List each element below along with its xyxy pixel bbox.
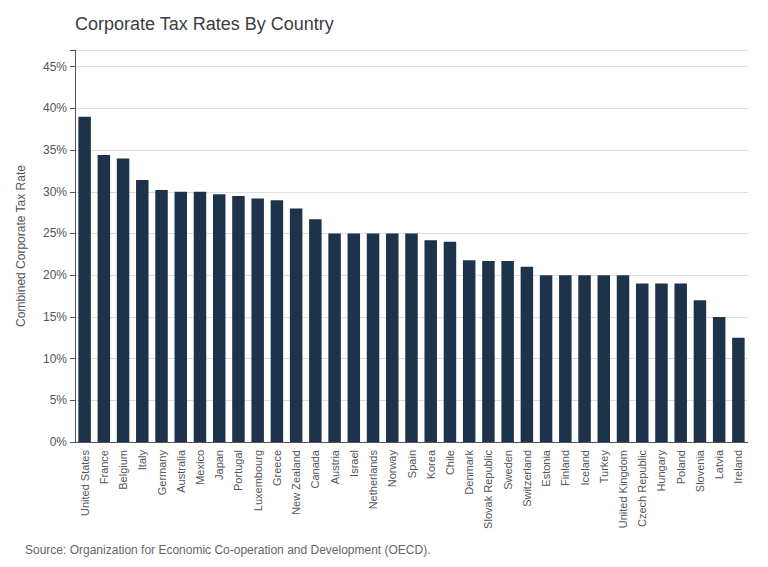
svg-text:15%: 15% bbox=[43, 310, 67, 324]
svg-text:Germany: Germany bbox=[156, 450, 168, 496]
svg-text:New Zealand: New Zealand bbox=[290, 450, 302, 515]
svg-text:30%: 30% bbox=[43, 185, 67, 199]
svg-text:Denmark: Denmark bbox=[463, 450, 475, 495]
svg-text:Japan: Japan bbox=[213, 450, 225, 480]
svg-text:Australia: Australia bbox=[175, 449, 187, 493]
svg-text:Hungary: Hungary bbox=[655, 450, 667, 492]
svg-text:25%: 25% bbox=[43, 226, 67, 240]
svg-text:Korea: Korea bbox=[425, 449, 437, 479]
svg-text:Czech Republic: Czech Republic bbox=[636, 450, 648, 528]
svg-text:Italy: Italy bbox=[136, 450, 148, 471]
svg-text:Greece: Greece bbox=[271, 450, 283, 486]
svg-text:Corporate Tax Rates By Country: Corporate Tax Rates By Country bbox=[75, 14, 334, 34]
svg-text:Combined Corporate Tax Rate: Combined Corporate Tax Rate bbox=[14, 165, 28, 327]
svg-text:Mexico: Mexico bbox=[194, 450, 206, 485]
svg-text:United States: United States bbox=[79, 450, 91, 517]
svg-text:Latvia: Latvia bbox=[713, 449, 725, 479]
svg-text:Estonia: Estonia bbox=[540, 449, 552, 487]
svg-text:Source: Organization for Econo: Source: Organization for Economic Co-ope… bbox=[25, 543, 431, 557]
svg-text:Chile: Chile bbox=[444, 450, 456, 475]
svg-text:Slovak Republic: Slovak Republic bbox=[482, 450, 494, 529]
svg-text:Slovenia: Slovenia bbox=[694, 449, 706, 492]
svg-text:20%: 20% bbox=[43, 268, 67, 282]
svg-text:10%: 10% bbox=[43, 352, 67, 366]
svg-text:Netherlands: Netherlands bbox=[367, 450, 379, 510]
svg-text:Switzerland: Switzerland bbox=[521, 450, 533, 507]
svg-text:Portugal: Portugal bbox=[232, 450, 244, 491]
svg-text:Iceland: Iceland bbox=[579, 450, 591, 485]
svg-text:Belgium: Belgium bbox=[117, 450, 129, 490]
svg-text:35%: 35% bbox=[43, 143, 67, 157]
svg-text:France: France bbox=[98, 450, 110, 484]
svg-text:Finland: Finland bbox=[559, 450, 571, 486]
svg-text:Luxembourg: Luxembourg bbox=[252, 450, 264, 511]
svg-text:Canada: Canada bbox=[309, 449, 321, 488]
svg-text:Ireland: Ireland bbox=[732, 450, 744, 484]
svg-text:Israel: Israel bbox=[348, 450, 360, 477]
svg-text:Austria: Austria bbox=[329, 449, 341, 484]
svg-text:United Kingdom: United Kingdom bbox=[617, 450, 629, 528]
svg-text:Spain: Spain bbox=[406, 450, 418, 478]
svg-text:45%: 45% bbox=[43, 60, 67, 74]
svg-text:Turkey: Turkey bbox=[598, 450, 610, 484]
svg-text:Sweden: Sweden bbox=[502, 450, 514, 490]
svg-text:Norway: Norway bbox=[386, 450, 398, 488]
svg-text:Poland: Poland bbox=[675, 450, 687, 484]
svg-text:5%: 5% bbox=[50, 393, 68, 407]
svg-text:0%: 0% bbox=[50, 435, 68, 449]
svg-text:40%: 40% bbox=[43, 101, 67, 115]
